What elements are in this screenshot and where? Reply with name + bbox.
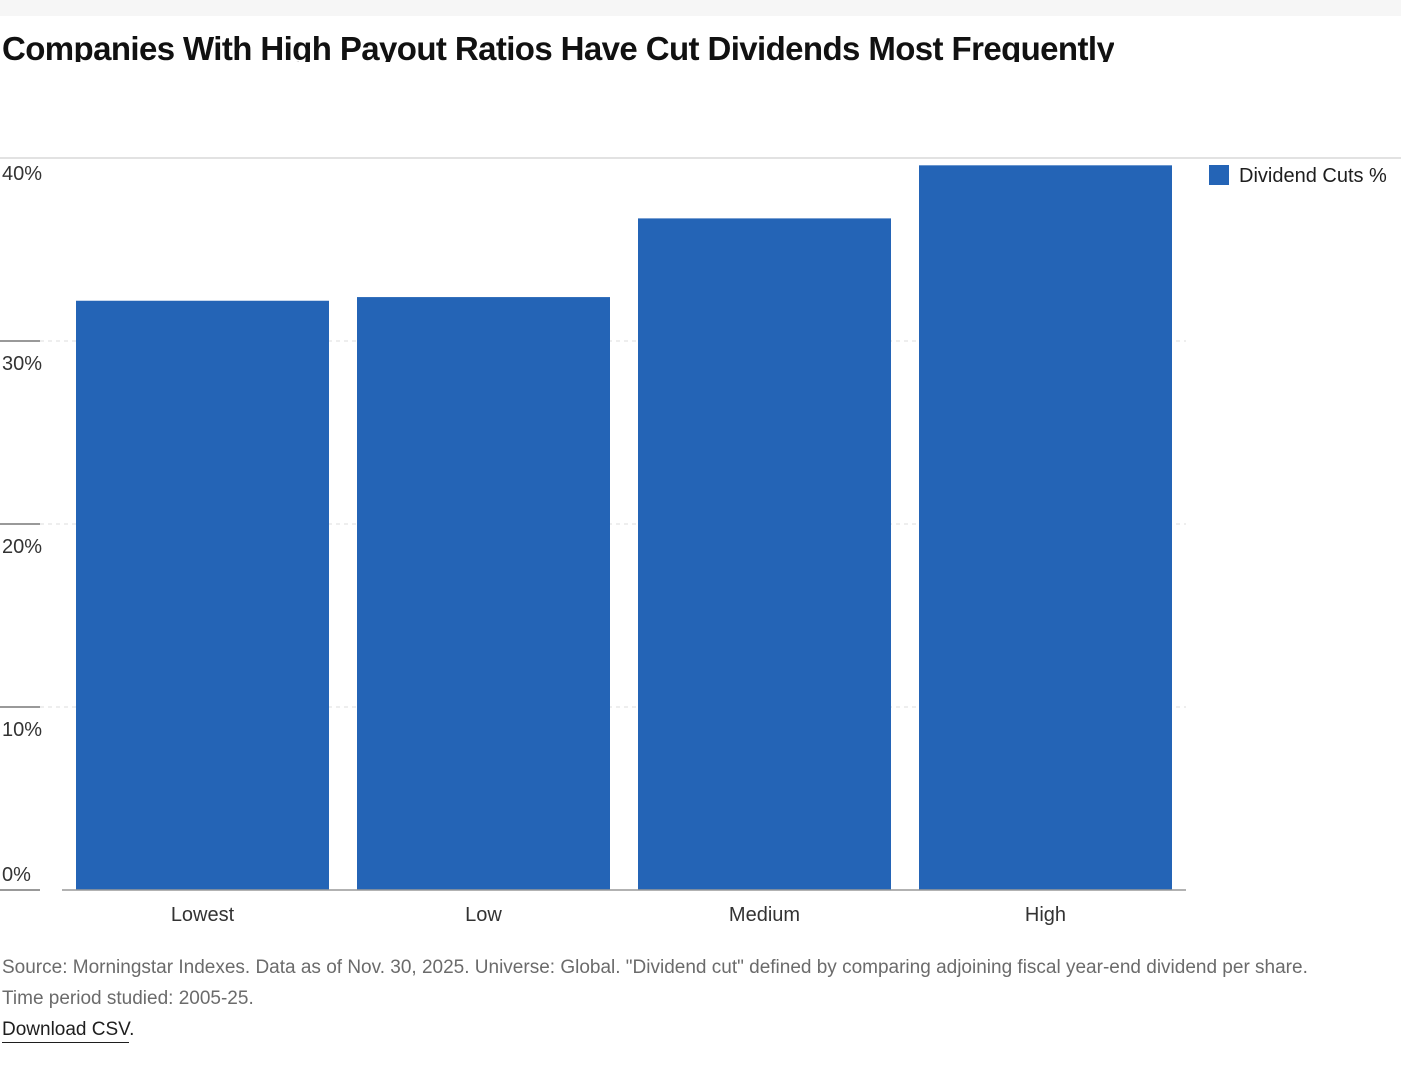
bar-high[interactable] <box>919 165 1172 890</box>
download-suffix: . <box>129 1019 135 1040</box>
source-note: Source: Morningstar Indexes. Data as of … <box>2 957 1308 978</box>
download-line: Download CSV. <box>2 1014 1392 1045</box>
y-tick-label: 10% <box>2 719 42 741</box>
y-axis-ticks: 0% 10% 20% 30% 40% <box>0 163 42 886</box>
x-tick-label: Medium <box>729 904 800 926</box>
chart-title: Companies With High Payout Ratios Have C… <box>2 30 1115 62</box>
chart-footer: Source: Morningstar Indexes. Data as of … <box>2 952 1392 1045</box>
download-csv-link[interactable]: Download CSV <box>2 1019 130 1043</box>
legend-label: Dividend Cuts % <box>1239 165 1387 187</box>
bar-lowest[interactable] <box>76 300 329 890</box>
y-tick-label: 20% <box>2 536 42 558</box>
legend: Dividend Cuts % <box>1209 165 1387 187</box>
bar-medium[interactable] <box>638 218 891 890</box>
bars <box>76 165 1172 891</box>
period-note: Time period studied: 2005-25. <box>2 988 254 1009</box>
x-tick-label: High <box>1025 904 1066 926</box>
bar-chart: 0% 10% 20% 30% 40% Lowest Low Medium High Divid… <box>0 157 1401 926</box>
legend-swatch <box>1209 165 1229 185</box>
y-tick-label: 0% <box>2 864 31 886</box>
y-tick-label: 40% <box>2 163 42 185</box>
y-tick-label: 30% <box>2 353 42 375</box>
x-tick-label: Lowest <box>171 904 235 926</box>
x-axis: Lowest Low Medium High <box>0 889 1186 926</box>
x-tick-label: Low <box>465 904 502 926</box>
top-strip <box>0 0 1401 16</box>
bar-low[interactable] <box>357 297 610 891</box>
